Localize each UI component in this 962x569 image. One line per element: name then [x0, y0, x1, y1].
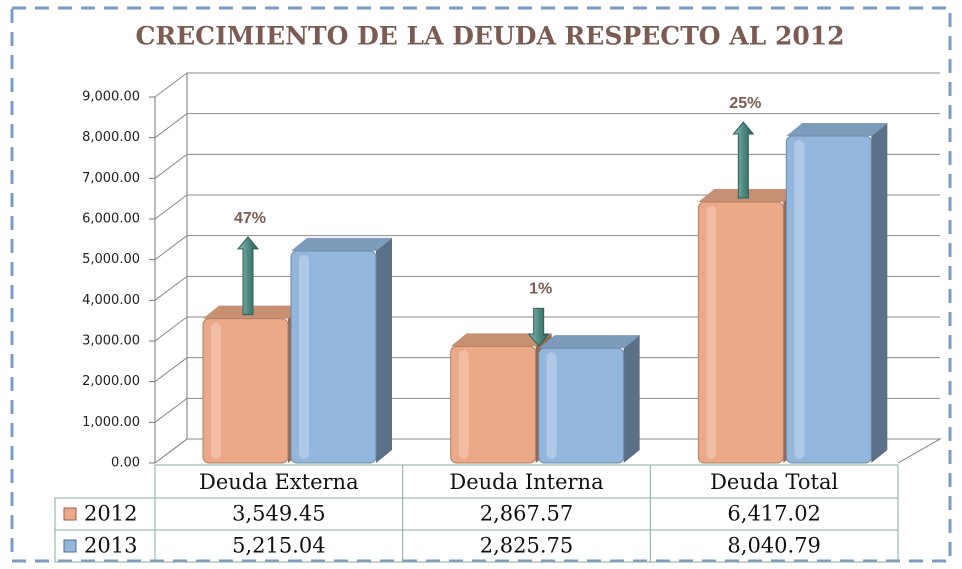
grid-line: [154, 316, 940, 342]
y-tick-label: 4,000.00: [82, 293, 140, 308]
table-value: 2,867.57: [480, 502, 574, 526]
bar-front: [785, 135, 872, 464]
bar-side: [376, 237, 392, 463]
bar-side: [871, 123, 888, 463]
table-value: 5,215.04: [232, 534, 326, 558]
annotation: 25%: [729, 95, 761, 112]
arrow: [732, 121, 755, 199]
bar-shine: [211, 322, 221, 459]
bar-front: [538, 347, 625, 464]
bar: [450, 333, 552, 464]
legend-key: [63, 507, 77, 521]
bar-shine: [546, 352, 557, 459]
bar: [697, 189, 800, 464]
table-value: 6,417.02: [727, 502, 821, 526]
bar: [290, 237, 392, 464]
bar-shine: [706, 206, 717, 459]
annotation: 47%: [234, 210, 266, 227]
grid-line: [154, 235, 940, 261]
grid-line: [154, 72, 940, 98]
grid-line: [154, 357, 940, 383]
y-tick-label: 2,000.00: [82, 374, 140, 389]
legend-label: 2012: [84, 502, 137, 526]
chart-title: CRECIMIENTO DE LA DEUDA RESPECTO AL 2012: [135, 22, 844, 51]
y-tick-label: 1,000.00: [82, 415, 140, 430]
y-tick-label: 5,000.00: [82, 252, 140, 267]
frame: [10, 6, 952, 563]
grid-line: [154, 153, 940, 179]
grid-line: [154, 438, 940, 464]
category-label: Deuda Interna: [449, 470, 603, 494]
bar-top: [538, 335, 640, 349]
y-tick-label: 0.00: [111, 456, 140, 471]
bar: [538, 335, 640, 464]
legend-key: [63, 539, 77, 553]
grid-line: [154, 397, 940, 423]
y-tick-label: 9,000.00: [82, 90, 140, 105]
table-value: 8,040.79: [727, 534, 821, 558]
grid-line: [154, 194, 940, 220]
legend-label: 2013: [84, 534, 137, 558]
bar: [785, 123, 888, 464]
bar-side: [623, 335, 640, 463]
grid-line: [154, 275, 940, 301]
bar-front: [450, 345, 537, 464]
bar-top: [786, 123, 888, 137]
bar-shine: [794, 140, 805, 459]
bar: [202, 305, 304, 464]
bar-front: [202, 318, 289, 464]
y-tick-label: 7,000.00: [82, 171, 140, 186]
bar-top: [291, 237, 392, 251]
bar-shine: [458, 350, 469, 459]
annotation: 1%: [529, 281, 552, 298]
table-value: 3,549.45: [232, 502, 326, 526]
bar-shine: [299, 254, 309, 459]
bar-front: [697, 201, 784, 464]
y-tick-label: 8,000.00: [82, 130, 140, 145]
category-label: Deuda Total: [710, 470, 838, 494]
table-value: 2,825.75: [480, 534, 574, 558]
bar-front: [290, 250, 377, 464]
y-tick-label: 6,000.00: [82, 212, 140, 227]
grid-line: [154, 113, 940, 139]
y-tick-label: 3,000.00: [82, 334, 140, 349]
arrow: [236, 236, 260, 316]
category-label: Deuda Externa: [199, 470, 359, 494]
bar-top: [450, 333, 552, 347]
arrow: [527, 307, 550, 347]
